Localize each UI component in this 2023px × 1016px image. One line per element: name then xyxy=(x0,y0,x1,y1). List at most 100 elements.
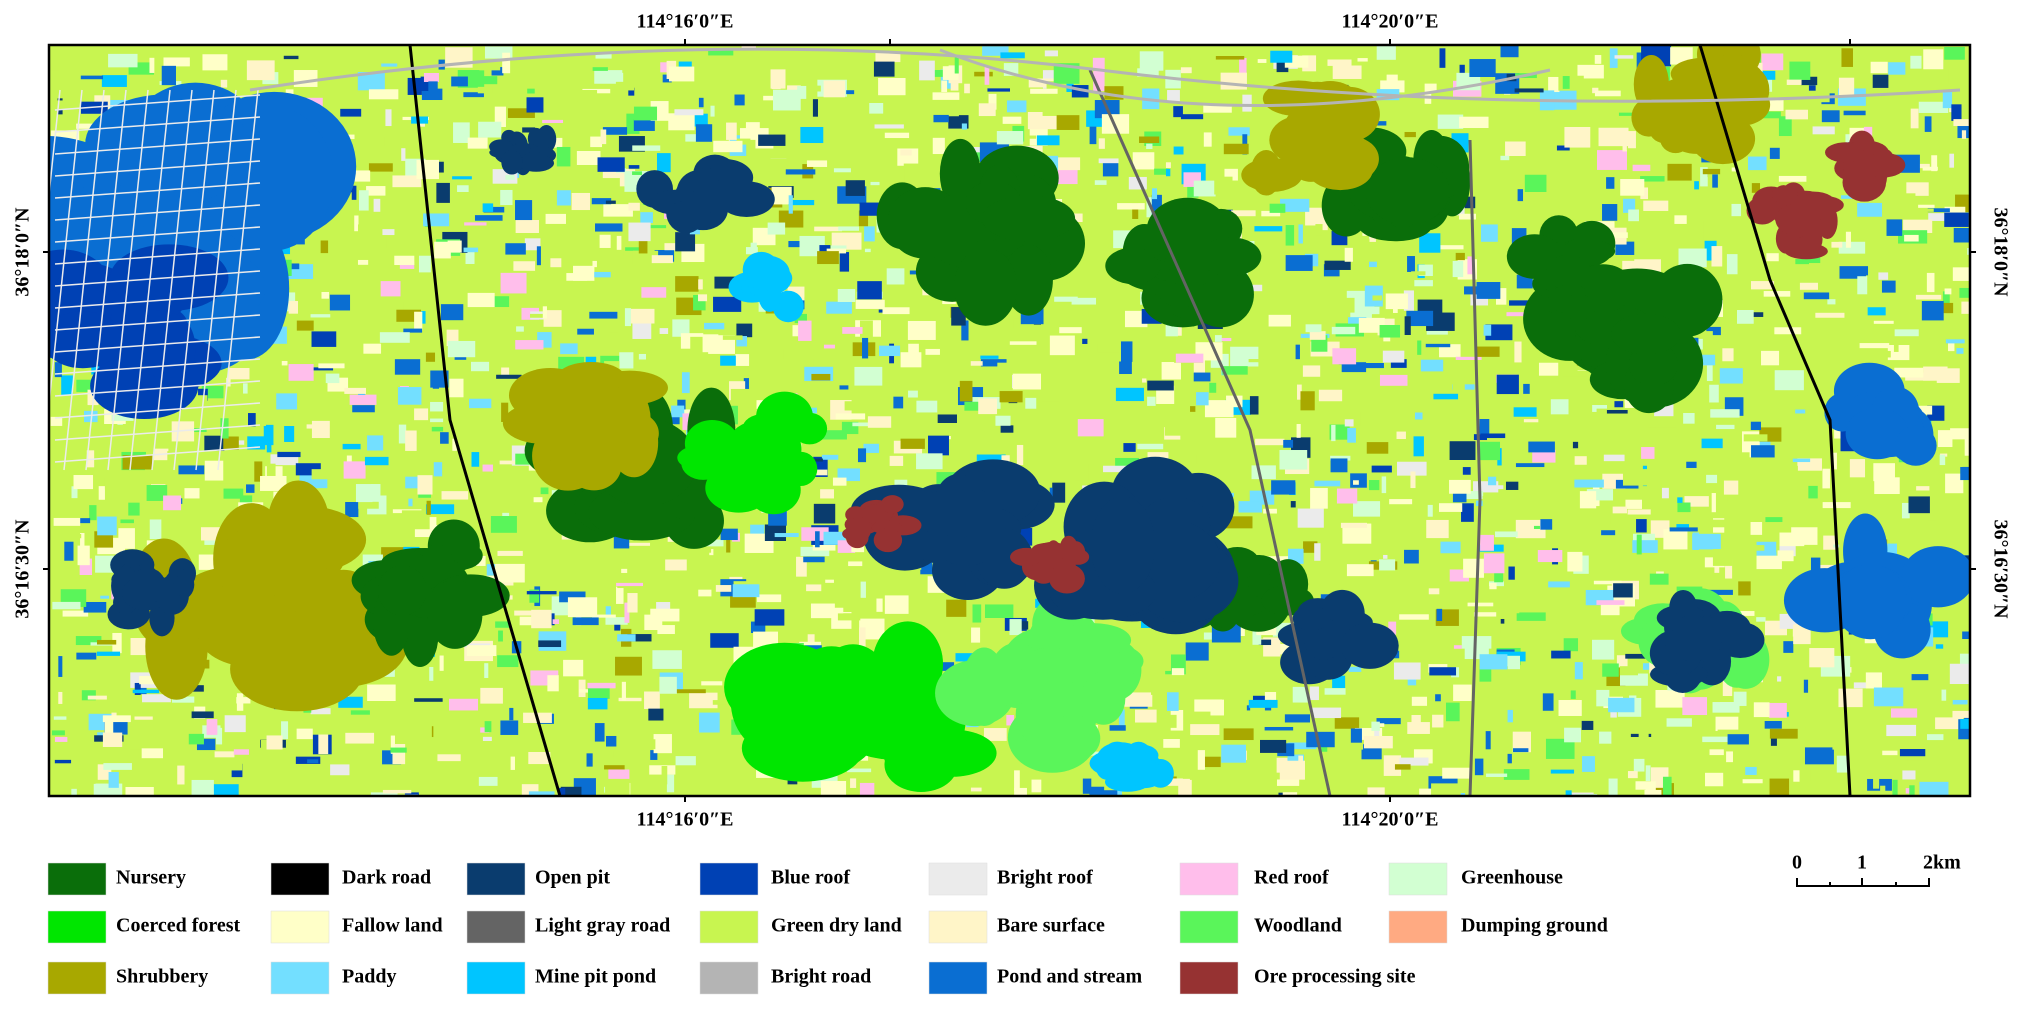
land-patch xyxy=(405,476,422,489)
land-patch xyxy=(161,65,176,86)
land-patch xyxy=(757,594,782,603)
land-patch xyxy=(1230,346,1259,367)
land-patch xyxy=(559,591,586,603)
land-patch xyxy=(720,528,738,541)
legend-swatch xyxy=(928,910,988,944)
land-patch xyxy=(498,630,503,642)
land-patch xyxy=(736,323,753,338)
land-patch xyxy=(984,66,990,85)
vegetation-cluster xyxy=(1004,244,1053,316)
land-patch xyxy=(167,722,189,729)
legend-swatch xyxy=(47,961,107,995)
longitude-label: 114°16′0″E xyxy=(637,809,734,831)
land-patch xyxy=(1305,324,1322,333)
land-patch xyxy=(1957,451,1963,467)
land-patch xyxy=(1911,674,1929,681)
land-patch xyxy=(386,235,409,249)
land-patch xyxy=(578,679,586,698)
land-patch xyxy=(1027,451,1038,471)
land-patch xyxy=(837,613,861,621)
land-patch xyxy=(718,83,728,95)
land-patch xyxy=(858,210,869,227)
land-patch xyxy=(1709,384,1719,403)
land-patch xyxy=(594,70,624,84)
land-patch xyxy=(1948,68,1968,85)
vegetation-cluster xyxy=(1105,247,1161,285)
land-patch xyxy=(1865,672,1882,689)
legend-swatch xyxy=(270,910,330,944)
land-patch xyxy=(1249,396,1259,415)
land-patch xyxy=(1524,174,1547,192)
land-patch xyxy=(894,479,908,489)
land-patch xyxy=(100,595,110,599)
land-patch xyxy=(142,694,171,703)
land-patch xyxy=(480,687,503,704)
land-patch xyxy=(616,586,624,604)
land-patch xyxy=(1872,74,1889,88)
land-patch xyxy=(605,606,611,618)
land-patch xyxy=(1392,60,1419,75)
land-patch xyxy=(850,778,857,788)
land-patch xyxy=(1677,497,1683,503)
land-patch xyxy=(120,519,134,524)
land-patch xyxy=(1956,348,1964,354)
scale-label: 2km xyxy=(1923,852,1961,874)
land-patch xyxy=(75,636,102,646)
land-patch xyxy=(884,132,910,139)
land-patch xyxy=(999,391,1023,403)
land-patch xyxy=(257,48,279,59)
land-patch xyxy=(452,176,472,180)
land-patch xyxy=(698,589,712,597)
land-patch xyxy=(64,541,74,561)
land-patch xyxy=(1937,430,1953,448)
land-patch xyxy=(1650,423,1656,441)
legend-swatch xyxy=(270,862,330,896)
land-patch xyxy=(1707,589,1733,595)
land-patch xyxy=(1407,256,1415,272)
land-patch xyxy=(1923,49,1944,70)
land-patch xyxy=(1515,519,1546,539)
land-patch xyxy=(1935,644,1944,649)
land-patch xyxy=(1962,92,1970,99)
land-patch xyxy=(505,243,526,255)
land-patch xyxy=(666,774,675,793)
land-patch xyxy=(893,396,904,409)
land-patch xyxy=(563,659,584,677)
land-patch xyxy=(788,195,793,214)
land-patch xyxy=(1915,294,1942,300)
land-patch xyxy=(1264,692,1277,700)
land-patch xyxy=(745,122,760,132)
land-patch xyxy=(1476,500,1489,507)
land-patch xyxy=(469,398,492,409)
land-patch xyxy=(1944,212,1969,227)
land-patch xyxy=(1203,756,1221,768)
land-patch xyxy=(515,200,533,221)
land-patch xyxy=(202,54,228,71)
land-patch xyxy=(1381,476,1387,494)
land-patch xyxy=(284,426,295,442)
land-patch xyxy=(513,261,536,271)
land-patch xyxy=(1436,701,1446,722)
land-patch xyxy=(1891,329,1919,337)
pit-cluster xyxy=(873,528,903,553)
land-patch xyxy=(628,202,640,211)
land-patch xyxy=(1791,465,1798,487)
land-patch xyxy=(818,430,847,440)
land-patch xyxy=(602,168,630,179)
land-patch xyxy=(857,281,882,300)
land-patch xyxy=(1157,714,1177,728)
land-patch xyxy=(297,235,305,252)
vegetation-cluster xyxy=(754,701,875,774)
land-patch xyxy=(628,165,640,169)
legend-label: Paddy xyxy=(342,966,396,988)
land-patch xyxy=(1165,162,1171,168)
land-patch xyxy=(1440,245,1464,250)
land-patch xyxy=(71,486,78,499)
land-patch xyxy=(577,96,585,115)
land-patch xyxy=(1513,748,1529,753)
land-patch xyxy=(1332,675,1346,689)
land-patch xyxy=(1941,689,1947,701)
land-patch xyxy=(710,633,739,648)
land-patch xyxy=(980,359,1007,367)
field-grid xyxy=(54,116,261,133)
